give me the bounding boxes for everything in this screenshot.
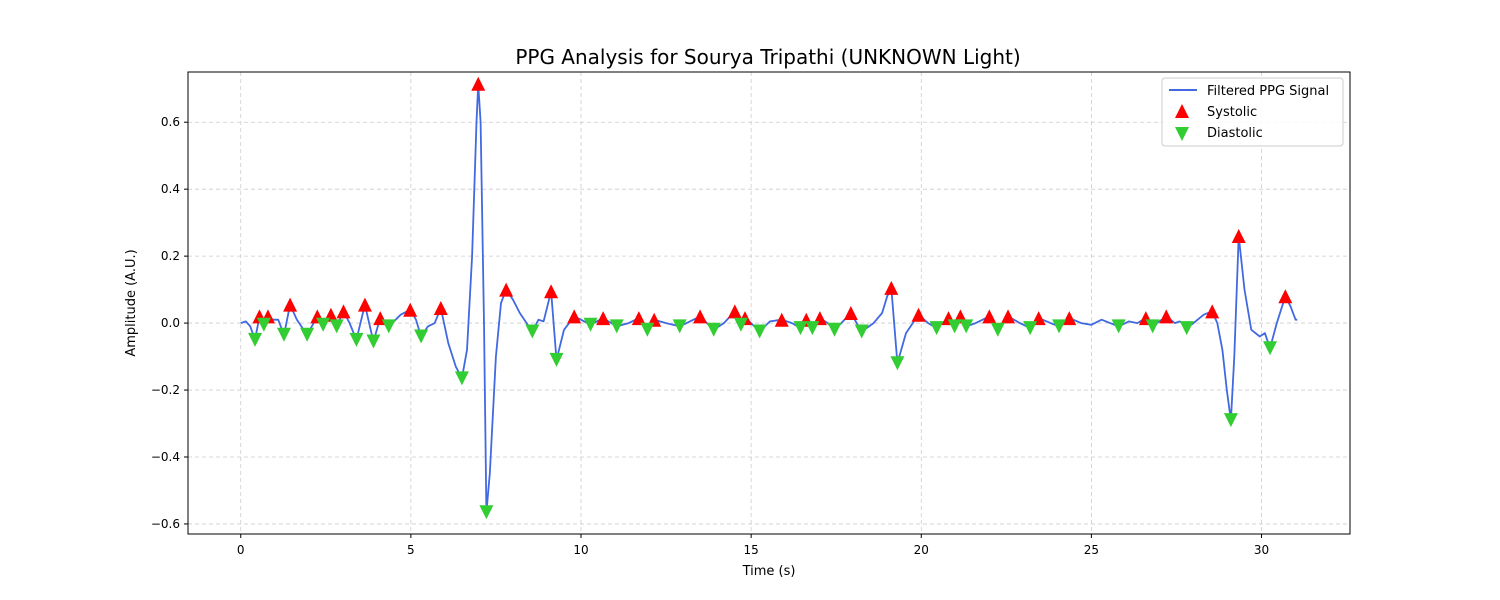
systolic-marker: [433, 301, 448, 316]
diastolic-marker: [366, 334, 381, 349]
y-axis-label: Amplitude (A.U.): [124, 249, 139, 356]
systolic-marker: [499, 282, 514, 297]
y-tick-label: −0.2: [151, 383, 180, 397]
y-tick-label: 0.4: [161, 182, 180, 196]
x-axis: 0 5 10 15 20 25 30: [237, 534, 1269, 557]
systolic-marker: [982, 309, 997, 324]
diastolic-marker: [454, 371, 469, 386]
y-axis: −0.6 −0.4 −0.2 0.0 0.2 0.4 0.6: [151, 115, 188, 531]
systolic-marker: [843, 306, 858, 321]
diastolic-marker: [1263, 341, 1278, 356]
diastolic-marker: [959, 319, 974, 334]
diastolic-marker: [1223, 413, 1238, 428]
y-tick-label: 0.2: [161, 249, 180, 263]
diastolic-marker: [733, 317, 748, 332]
legend-diastolic-swatch: [1175, 127, 1189, 141]
x-tick-label: 5: [407, 543, 415, 557]
systolic-marker: [884, 280, 899, 295]
diastolic-marker: [256, 317, 271, 332]
x-tick-label: 25: [1084, 543, 1099, 557]
y-tick-label: −0.4: [151, 450, 180, 464]
plot-frame: [187, 71, 1351, 535]
systolic-marker: [1231, 229, 1246, 244]
diastolic-marker: [805, 321, 820, 336]
diastolic-marker: [672, 319, 687, 334]
systolic-marker: [336, 304, 351, 319]
diastolic-marker: [609, 319, 624, 334]
legend-signal-label: Filtered PPG Signal: [1207, 84, 1329, 99]
diastolic-marker: [793, 321, 808, 336]
diastolic-marker: [381, 319, 396, 334]
diastolic-marker: [316, 317, 331, 332]
diastolic-marker: [1052, 319, 1067, 334]
diastolic-marker: [854, 324, 869, 339]
legend: Filtered PPG Signal Systolic Diastolic: [1161, 77, 1344, 147]
diastolic-marker: [479, 505, 494, 520]
diastolic-marker: [706, 322, 721, 337]
chart-title: PPG Analysis for Sourya Tripathi (UNKNOW…: [515, 45, 1020, 69]
diastolic-marker: [1145, 319, 1160, 334]
systolic-marker: [1278, 289, 1293, 304]
diastolic-marker: [248, 332, 263, 347]
y-tick-label: −0.6: [151, 517, 180, 531]
x-tick-label: 0: [237, 543, 245, 557]
systolic-marker: [1159, 309, 1174, 324]
systolic-marker: [596, 311, 611, 326]
diastolic-marker: [1179, 321, 1194, 336]
legend-diastolic-label: Diastolic: [1207, 126, 1263, 141]
y-tick-label: 0.6: [161, 115, 180, 129]
y-tick-label: 0.0: [161, 316, 180, 330]
diastolic-marker: [890, 356, 905, 371]
systolic-marker: [911, 307, 926, 322]
legend-systolic-label: Systolic: [1207, 105, 1257, 120]
diastolic-marker: [276, 327, 291, 342]
systolic-marker: [544, 284, 559, 299]
diastolic-marker: [752, 324, 767, 339]
systolic-marker: [693, 309, 708, 324]
plot-area: [240, 76, 1298, 520]
diastolic-marker: [990, 322, 1005, 337]
diastolic-marker: [929, 321, 944, 336]
diastolic-marker: [1111, 319, 1126, 334]
x-tick-label: 20: [914, 543, 929, 557]
systolic-marker: [283, 297, 298, 312]
x-tick-label: 15: [743, 543, 758, 557]
diastolic-marker: [349, 332, 364, 347]
systolic-marker: [471, 76, 486, 91]
x-tick-label: 30: [1254, 543, 1269, 557]
systolic-marker: [774, 312, 789, 327]
systolic-marker: [631, 311, 646, 326]
diastolic-marker: [640, 322, 655, 337]
systolic-marker: [357, 297, 372, 312]
systolic-marker: [1205, 304, 1220, 319]
diastolic-marker: [947, 319, 962, 334]
x-tick-label: 10: [573, 543, 588, 557]
systolic-marker: [1062, 311, 1077, 326]
systolic-marker: [727, 304, 742, 319]
systolic-marker: [567, 309, 582, 324]
x-axis-label: Time (s): [742, 564, 796, 579]
legend-systolic-swatch: [1175, 104, 1189, 118]
diastolic-marker: [329, 319, 344, 334]
diastolic-marker: [1023, 321, 1038, 336]
diastolic-marker: [300, 327, 315, 342]
systolic-marker: [1001, 309, 1016, 324]
diastolic-marker: [414, 329, 429, 344]
diastolic-marker: [549, 352, 564, 367]
legend-box: [1161, 77, 1344, 147]
diastolic-marker: [827, 322, 842, 337]
systolic-marker: [403, 302, 418, 317]
diastolic-marker: [525, 324, 540, 339]
diastolic-marker: [583, 317, 598, 332]
